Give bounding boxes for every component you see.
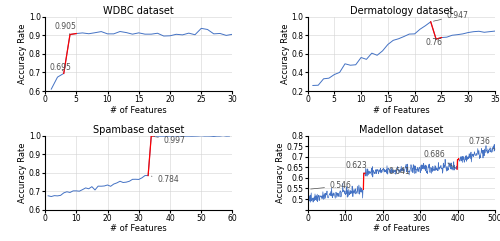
Text: 0.641: 0.641 bbox=[382, 167, 410, 176]
Text: 0.905: 0.905 bbox=[54, 22, 76, 34]
X-axis label: # of Features: # of Features bbox=[110, 224, 167, 233]
Y-axis label: Accuracy Rate: Accuracy Rate bbox=[281, 24, 290, 84]
Text: 0.736: 0.736 bbox=[469, 137, 495, 149]
Text: 0.997: 0.997 bbox=[154, 136, 186, 145]
X-axis label: # of Features: # of Features bbox=[373, 106, 430, 114]
Text: 0.76: 0.76 bbox=[426, 38, 442, 47]
Y-axis label: Accuracy Rate: Accuracy Rate bbox=[18, 24, 28, 84]
Title: Madellon dataset: Madellon dataset bbox=[359, 125, 444, 135]
Text: 0.546: 0.546 bbox=[310, 181, 352, 190]
Y-axis label: Accuracy Rate: Accuracy Rate bbox=[276, 142, 285, 203]
Title: WDBC dataset: WDBC dataset bbox=[104, 6, 174, 16]
X-axis label: # of Features: # of Features bbox=[110, 106, 167, 114]
Text: 0.686: 0.686 bbox=[424, 150, 455, 168]
Title: Spambase dataset: Spambase dataset bbox=[93, 125, 184, 135]
Text: 0.784: 0.784 bbox=[151, 175, 179, 184]
Y-axis label: Accuracy Rate: Accuracy Rate bbox=[18, 142, 28, 203]
X-axis label: # of Features: # of Features bbox=[373, 224, 430, 233]
Title: Dermatology dataset: Dermatology dataset bbox=[350, 6, 453, 16]
Text: 0.947: 0.947 bbox=[434, 11, 468, 21]
Text: 0.695: 0.695 bbox=[50, 63, 72, 72]
Text: 0.623: 0.623 bbox=[345, 161, 367, 173]
